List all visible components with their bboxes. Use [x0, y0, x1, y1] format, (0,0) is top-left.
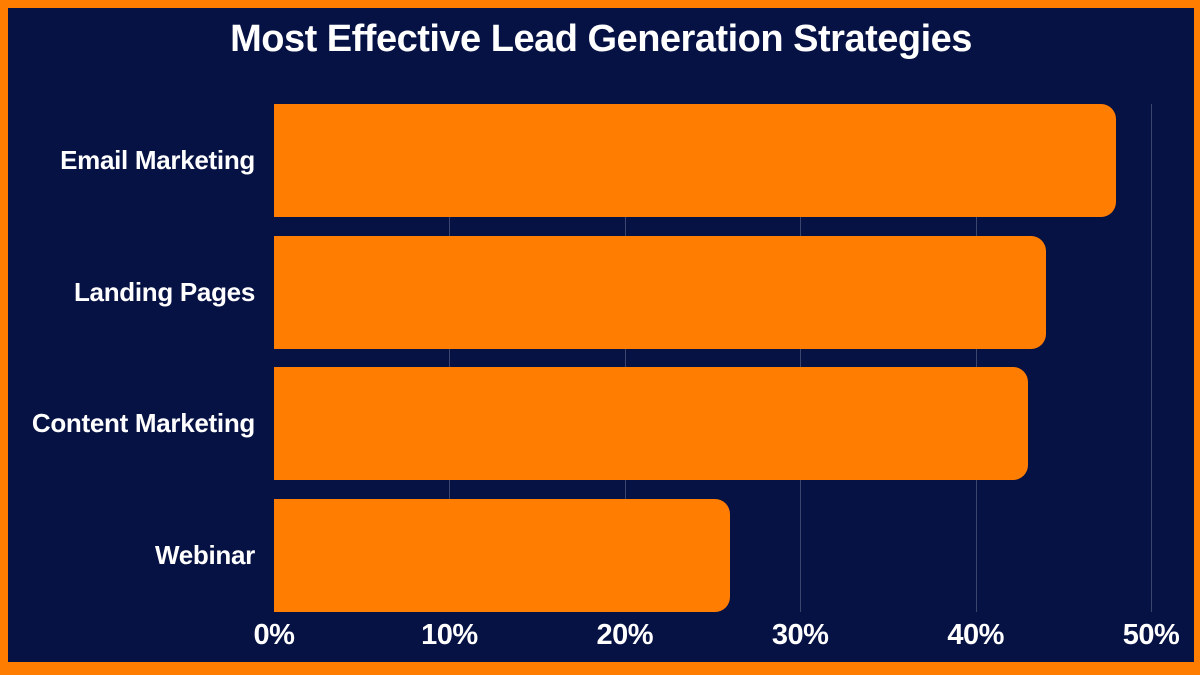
category-label: Webinar: [155, 540, 255, 570]
x-tick-label: 0%: [253, 619, 295, 651]
gridline: [1151, 104, 1152, 612]
category-label: Content Marketing: [31, 408, 255, 439]
gridline: [975, 104, 977, 612]
category-axis: Email Marketing Landing Pages Content Mark…: [8, 104, 255, 612]
x-tick-label: 40%: [947, 619, 1004, 651]
x-tick-label: 20%: [596, 619, 654, 651]
bar-email-marketing: [274, 104, 1116, 217]
bar-landing-pages: [274, 235, 1046, 349]
category-label: Landing Pages: [73, 276, 255, 307]
chart-title: Most Effective Lead Generation Strategie…: [230, 18, 972, 60]
gridline: [624, 104, 626, 612]
x-tick-label: 30%: [771, 619, 829, 651]
bar-content-marketing: [274, 367, 1029, 481]
category-label: Email Marketing: [60, 145, 255, 175]
x-tick-label: 50%: [1122, 619, 1180, 651]
bar-webinar: [274, 499, 731, 612]
x-axis: 0% 10% 20% 30% 40% 50%: [8, 619, 1194, 657]
plot-area: [274, 104, 1152, 612]
gridline: [800, 104, 802, 612]
bars-layer: [274, 104, 1151, 612]
x-tick-label: 10%: [421, 619, 478, 651]
gridline: [449, 104, 451, 612]
gridlines-layer: [274, 104, 1152, 612]
